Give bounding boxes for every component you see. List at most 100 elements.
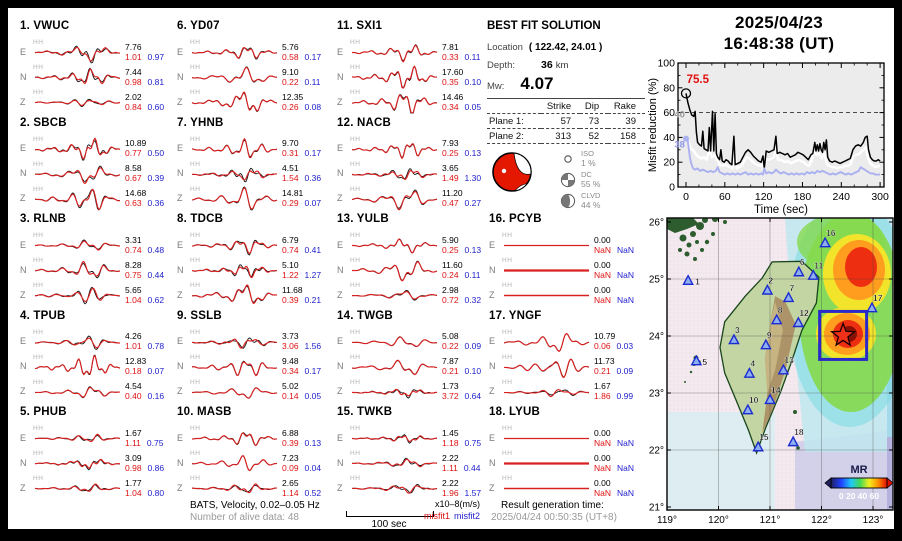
mw-value: 4.07 <box>520 74 554 93</box>
channel-row: N HH 4.51 1.54 0.36 <box>177 161 329 186</box>
location-label: Location <box>487 42 523 53</box>
amplitude-value: 7.23 <box>282 452 299 463</box>
misfit1-value: 0.14 <box>282 391 299 401</box>
misfit2-value: 0.05 <box>464 101 482 112</box>
channel-row: Z HH 11.68 0.39 0.21 <box>177 282 329 307</box>
station-title: 2. SBCB <box>20 116 67 129</box>
channel-label: E <box>177 432 184 443</box>
waveform-plot <box>351 189 438 210</box>
amplitude-value: 10.89 <box>125 138 147 148</box>
station-number: 1 <box>695 277 700 287</box>
misfit2-value: 1.27 <box>304 269 322 280</box>
channel-row: Z HH 2.98 0.72 0.32 <box>337 282 489 307</box>
band-label: HH <box>33 257 44 264</box>
misfit1-value: 1.14 <box>282 487 299 498</box>
station-title: 18. LYUB <box>489 406 541 418</box>
channel-row: Z HH 11.20 0.47 0.27 <box>337 186 489 211</box>
misfit1-value: 0.39 <box>282 437 299 448</box>
channel-label: N <box>337 71 344 82</box>
channel-label: N <box>177 71 184 82</box>
channel-label: N <box>489 264 496 275</box>
channel-label: N <box>489 457 496 468</box>
nodal-plane-row: Plane 2: 313 52 158 <box>487 128 645 144</box>
band-label: HH <box>350 328 361 336</box>
misfit1-value: 1.11 <box>442 462 458 473</box>
band-label: HH <box>190 135 201 143</box>
band-label: HH <box>33 353 44 361</box>
channel-row: E HH 10.79 0.06 0.03 <box>489 329 641 354</box>
depth-row: Depth: 36 km <box>487 59 568 71</box>
channel-label: N <box>337 264 344 275</box>
waveform-plot <box>191 186 278 210</box>
channel-row: Z HH 4.54 0.40 0.16 <box>20 379 172 404</box>
channel-row: E HH 0.00 NaN NaN <box>489 425 641 450</box>
station-block: 14. TWGB E HH 5.08 0.22 0.09 N HH 7.87 0.21 0.10 Z H… <box>337 310 489 405</box>
channel-row: Z HH 14.81 0.29 0.07 <box>177 186 329 211</box>
waveform-plot <box>34 98 121 107</box>
station-number: 16 <box>826 228 836 238</box>
amplitude-value: 7.81 <box>442 41 459 52</box>
misfit1-value: 0.26 <box>282 101 299 112</box>
station-marker <box>760 338 772 350</box>
station-marker <box>743 367 756 378</box>
station-number: 12 <box>799 308 809 318</box>
y-axis-label: Misfit reduction (%) <box>647 78 659 172</box>
band-label: HH <box>190 185 201 193</box>
band-label: HH <box>190 257 201 264</box>
channel-label: E <box>20 432 27 443</box>
amplitude-value: 9.70 <box>282 138 299 148</box>
band-label: HH <box>33 378 44 386</box>
station-title: 13. YULB <box>337 213 389 225</box>
waveform-plot <box>504 462 589 465</box>
event-datetime: 2025/04/23 16:48:38 (UT) <box>656 12 902 54</box>
misfit2-value: NaN <box>617 269 635 280</box>
start-marker <box>680 88 692 99</box>
epicenter-star <box>829 321 857 347</box>
misfit2-value: 0.17 <box>304 51 322 62</box>
misfit1-value: NaN <box>594 294 612 305</box>
channel-label: Z <box>20 386 26 396</box>
band-label: HH <box>350 39 361 46</box>
band-label: HH <box>502 353 513 361</box>
band-label: HH <box>350 450 361 457</box>
amplitude-value: 7.87 <box>442 356 459 366</box>
misfit2-value: 0.64 <box>464 391 482 401</box>
channel-label: E <box>489 432 496 443</box>
band-label: HH <box>190 64 201 71</box>
amplitude-value: 2.98 <box>442 284 459 295</box>
figure-page: 1. VWUC E HH 7.76 1.01 0.97 N HH 7.44 0.98 0.81 Z HH… <box>8 8 894 530</box>
channel-row: N HH 5.10 1.22 1.27 <box>177 257 329 282</box>
misfit1-value: 0.22 <box>282 76 299 87</box>
station-block: 5. PHUB E HH 1.67 1.11 0.75 N HH 3.09 0.98 0.86 Z HH… <box>20 406 172 501</box>
station-marker <box>787 435 799 447</box>
misfit1-value: 0.09 <box>282 462 299 473</box>
misfit2-legend: misfit2 <box>453 511 480 521</box>
amplitude-value: 0.00 <box>594 452 611 463</box>
channel-row: N HH 0.00 NaN NaN <box>489 257 641 282</box>
amplitude-value: 12.83 <box>125 356 147 366</box>
waveform-plot <box>191 66 278 83</box>
channel-row: E HH 9.70 0.31 0.17 <box>177 136 329 161</box>
misfit1-value: 0.24 <box>442 269 459 280</box>
channel-label: N <box>337 361 344 371</box>
station-marker <box>761 283 774 295</box>
waveform-plot <box>191 483 278 494</box>
misfit1-value: 0.06 <box>594 341 611 351</box>
channel-label: Z <box>20 96 26 107</box>
station-marker <box>819 236 831 248</box>
station-title: 10. MASB <box>177 406 232 418</box>
channel-row: E HH 3.31 0.74 0.48 <box>20 232 172 257</box>
moment-tensor-components: ISO 1 % DC 55 % CLVD 44 % <box>559 148 649 211</box>
y-tick-label: 20 <box>663 157 675 169</box>
waveform-plot <box>191 264 278 279</box>
station-marker <box>770 313 783 325</box>
station-title: 1. VWUC <box>20 20 70 32</box>
waveform-plot <box>191 46 278 60</box>
channel-label: Z <box>177 386 183 396</box>
band-label: HH <box>502 450 513 457</box>
channel-label: N <box>20 264 27 275</box>
y-tick-label: 0 <box>669 182 675 194</box>
station-title: 4. TPUB <box>20 309 66 322</box>
band-label: HH <box>33 39 44 46</box>
amplitude-value: 0.00 <box>594 234 611 245</box>
